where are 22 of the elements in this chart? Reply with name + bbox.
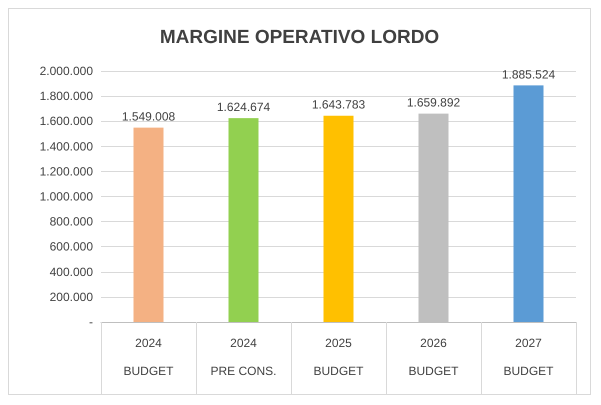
x-tick-label: 2027 BUDGET (503, 336, 554, 378)
data-label: 1.624.674 (216, 100, 271, 114)
x-tick-label: 2024 BUDGET (123, 336, 174, 378)
data-label: 1.643.783 (312, 98, 366, 112)
y-tick-label: 600.000 (50, 240, 94, 254)
y-tick-label: 1.600.000 (40, 114, 94, 128)
x-tick-label: 2024 PRE CONS. (210, 336, 277, 378)
y-tick-label: - (89, 315, 93, 329)
data-label: 1.885.524 (502, 67, 556, 82)
y-tick-label: 2.000.000 (40, 64, 94, 78)
data-label: 1.549.008 (122, 110, 176, 124)
y-tick-label: 1.800.000 (40, 89, 94, 104)
y-tick-label: 400.000 (50, 264, 94, 279)
chart-title: MARGINE OPERATIVO LORDO (160, 27, 440, 48)
x-tick-label: 2025 BUDGET (313, 336, 364, 378)
y-tick-label: 200.000 (50, 290, 94, 304)
x-tick-label: 2026 BUDGET (408, 336, 460, 378)
y-tick-label: 1.200.000 (40, 164, 94, 178)
y-tick-label: 800.000 (50, 214, 94, 229)
y-tick-label: 1.400.000 (40, 139, 94, 154)
y-tick-label: 1.000.000 (40, 190, 94, 204)
data-label: 1.659.892 (406, 96, 461, 110)
